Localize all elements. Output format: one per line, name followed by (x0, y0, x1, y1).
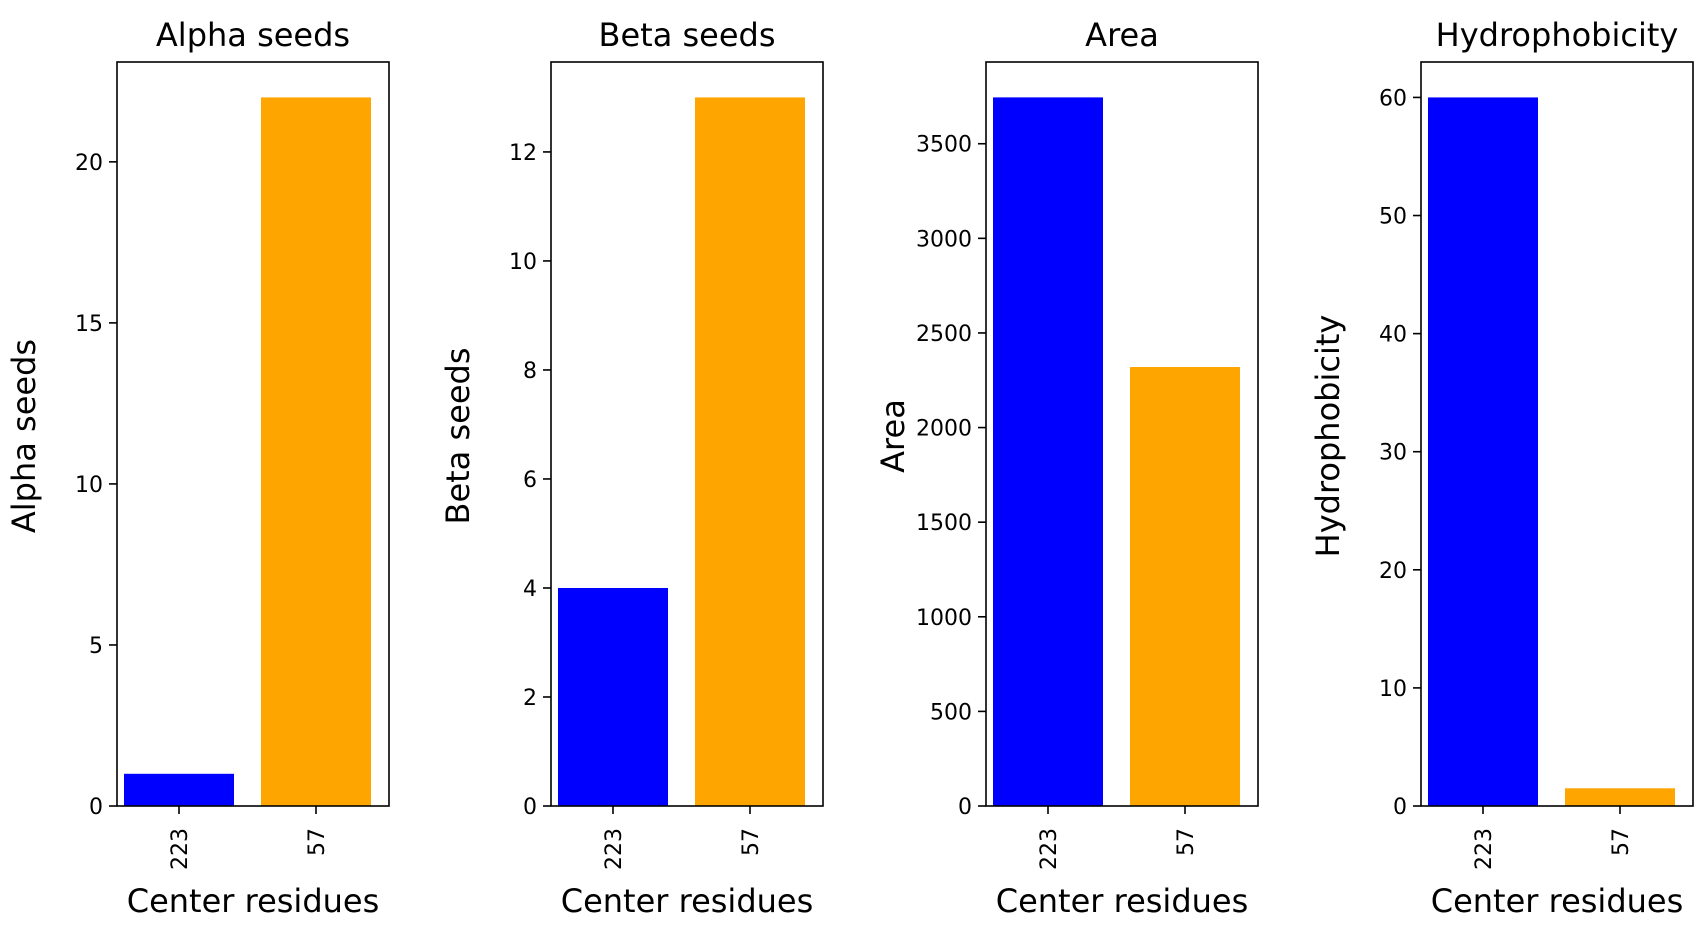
y-tick-label: 0 (1393, 795, 1407, 820)
bar-57 (695, 97, 805, 806)
y-tick-label: 60 (1379, 86, 1407, 111)
y-tick-label: 50 (1379, 205, 1407, 230)
bar-57 (1565, 788, 1675, 806)
x-tick-label: 223 (602, 828, 627, 870)
plot-frame (1420, 61, 1694, 807)
y-axis-label: Beta seeds (439, 348, 477, 525)
y-tick-label: 8 (523, 359, 537, 384)
y-tick-label: 2500 (916, 322, 972, 347)
y-tick-label: 0 (523, 795, 537, 820)
bar-223 (993, 97, 1103, 806)
x-tick-label: 223 (168, 828, 193, 870)
y-tick-label: 6 (523, 468, 537, 493)
bar-223 (124, 773, 234, 806)
plot-frame (550, 61, 824, 807)
chart-title: Hydrophobicity (1436, 16, 1679, 54)
y-tick-label: 40 (1379, 323, 1407, 348)
x-tick-label: 57 (305, 828, 330, 856)
y-tick-label: 10 (1379, 677, 1407, 702)
bar-57 (1130, 367, 1240, 806)
chart-panel-3: 0 500 1000 1500 2000 2500 3000 3500 223 57 Area Cen… (874, 16, 1259, 920)
x-axis-label: Center residues (996, 882, 1249, 920)
chart-panel-1: 0 5 10 15 20 223 57 Alpha seeds Center residues A… (5, 16, 390, 920)
y-tick-label: 30 (1379, 441, 1407, 466)
y-tick-label: 4 (523, 577, 537, 602)
x-axis-label: Center residues (127, 882, 380, 920)
x-tick-label: 223 (1472, 828, 1497, 870)
x-axis-label: Center residues (1431, 882, 1684, 920)
y-tick-label: 12 (509, 141, 537, 166)
y-tick-label: 0 (958, 795, 972, 820)
y-tick-label: 2000 (916, 417, 972, 442)
bar-57 (261, 97, 371, 806)
chart-title: Beta seeds (599, 16, 776, 54)
y-tick-label: 0 (89, 795, 103, 820)
y-tick-label: 10 (75, 473, 103, 498)
x-tick-label: 57 (1174, 828, 1199, 856)
x-tick-label: 57 (1609, 828, 1634, 856)
y-tick-label: 15 (75, 312, 103, 337)
y-tick-label: 10 (509, 250, 537, 275)
chart-title: Alpha seeds (156, 16, 350, 54)
y-tick-label: 1500 (916, 511, 972, 536)
x-tick-label: 223 (1037, 828, 1062, 870)
chart-title: Area (1085, 16, 1159, 54)
plot-frame (985, 61, 1259, 807)
y-tick-label: 20 (1379, 559, 1407, 584)
bar-223 (1428, 97, 1538, 806)
y-tick-label: 2 (523, 686, 537, 711)
y-axis-label: Hydrophobicity (1309, 315, 1347, 558)
x-axis-label: Center residues (561, 882, 814, 920)
chart-panel-4: 0 10 20 30 40 50 60 223 57 Hydrophobicity Center r… (1309, 16, 1694, 920)
y-axis-label: Alpha seeds (5, 339, 43, 533)
y-tick-label: 3500 (916, 133, 972, 158)
chart-panel-2: 0 2 4 6 8 10 12 223 57 Beta seeds Center residues B… (439, 16, 824, 920)
y-tick-label: 20 (75, 151, 103, 176)
y-axis-label: Area (874, 399, 912, 473)
x-tick-label: 57 (739, 828, 764, 856)
bar-223 (558, 587, 668, 806)
y-tick-label: 5 (89, 634, 103, 659)
y-tick-label: 500 (930, 700, 972, 725)
y-tick-label: 3000 (916, 227, 972, 252)
y-tick-label: 1000 (916, 606, 972, 631)
plot-frame (116, 61, 390, 807)
